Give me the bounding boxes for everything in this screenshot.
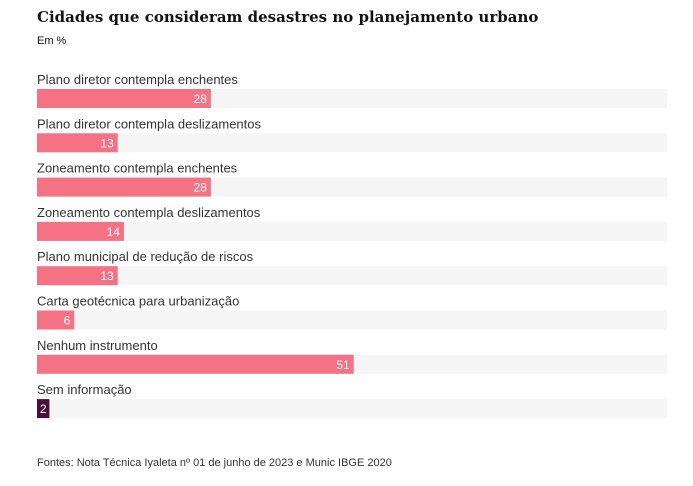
bar-track	[37, 221, 667, 241]
bar-track	[37, 399, 667, 419]
value-label: 14	[107, 225, 121, 239]
bar-track	[37, 266, 667, 286]
bar	[37, 354, 354, 374]
category-label: Zoneamento contempla enchentes	[37, 161, 238, 176]
value-label: 28	[194, 92, 208, 106]
bar	[37, 133, 118, 153]
value-label: 28	[194, 181, 208, 195]
category-label: Carta geotécnica para urbanização	[37, 294, 239, 309]
value-label: 13	[100, 269, 114, 283]
category-label: Sem informação	[37, 382, 132, 397]
chart-title: Cidades que consideram desastres no plan…	[37, 8, 539, 26]
category-label: Plano diretor contempla deslizamentos	[37, 116, 262, 131]
bar	[37, 310, 75, 330]
bar	[37, 177, 211, 197]
value-label: 2	[40, 402, 47, 416]
bar	[37, 399, 50, 419]
value-label: 51	[336, 358, 350, 372]
bar-track	[37, 133, 667, 153]
bar	[37, 266, 118, 286]
category-label: Nenhum instrumento	[37, 338, 158, 353]
bar-track	[37, 310, 667, 330]
category-label: Plano municipal de redução de riscos	[37, 249, 254, 264]
bar	[37, 221, 124, 241]
bar	[37, 89, 211, 108]
category-label: Plano diretor contempla enchentes	[37, 72, 238, 87]
value-label: 6	[64, 314, 71, 328]
value-label: 13	[100, 136, 114, 150]
source-note: Fontes: Nota Técnica Iyaleta nº 01 de ju…	[37, 457, 392, 469]
category-label: Zoneamento contempla deslizamentos	[37, 205, 261, 220]
chart-subtitle: Em %	[37, 35, 67, 47]
